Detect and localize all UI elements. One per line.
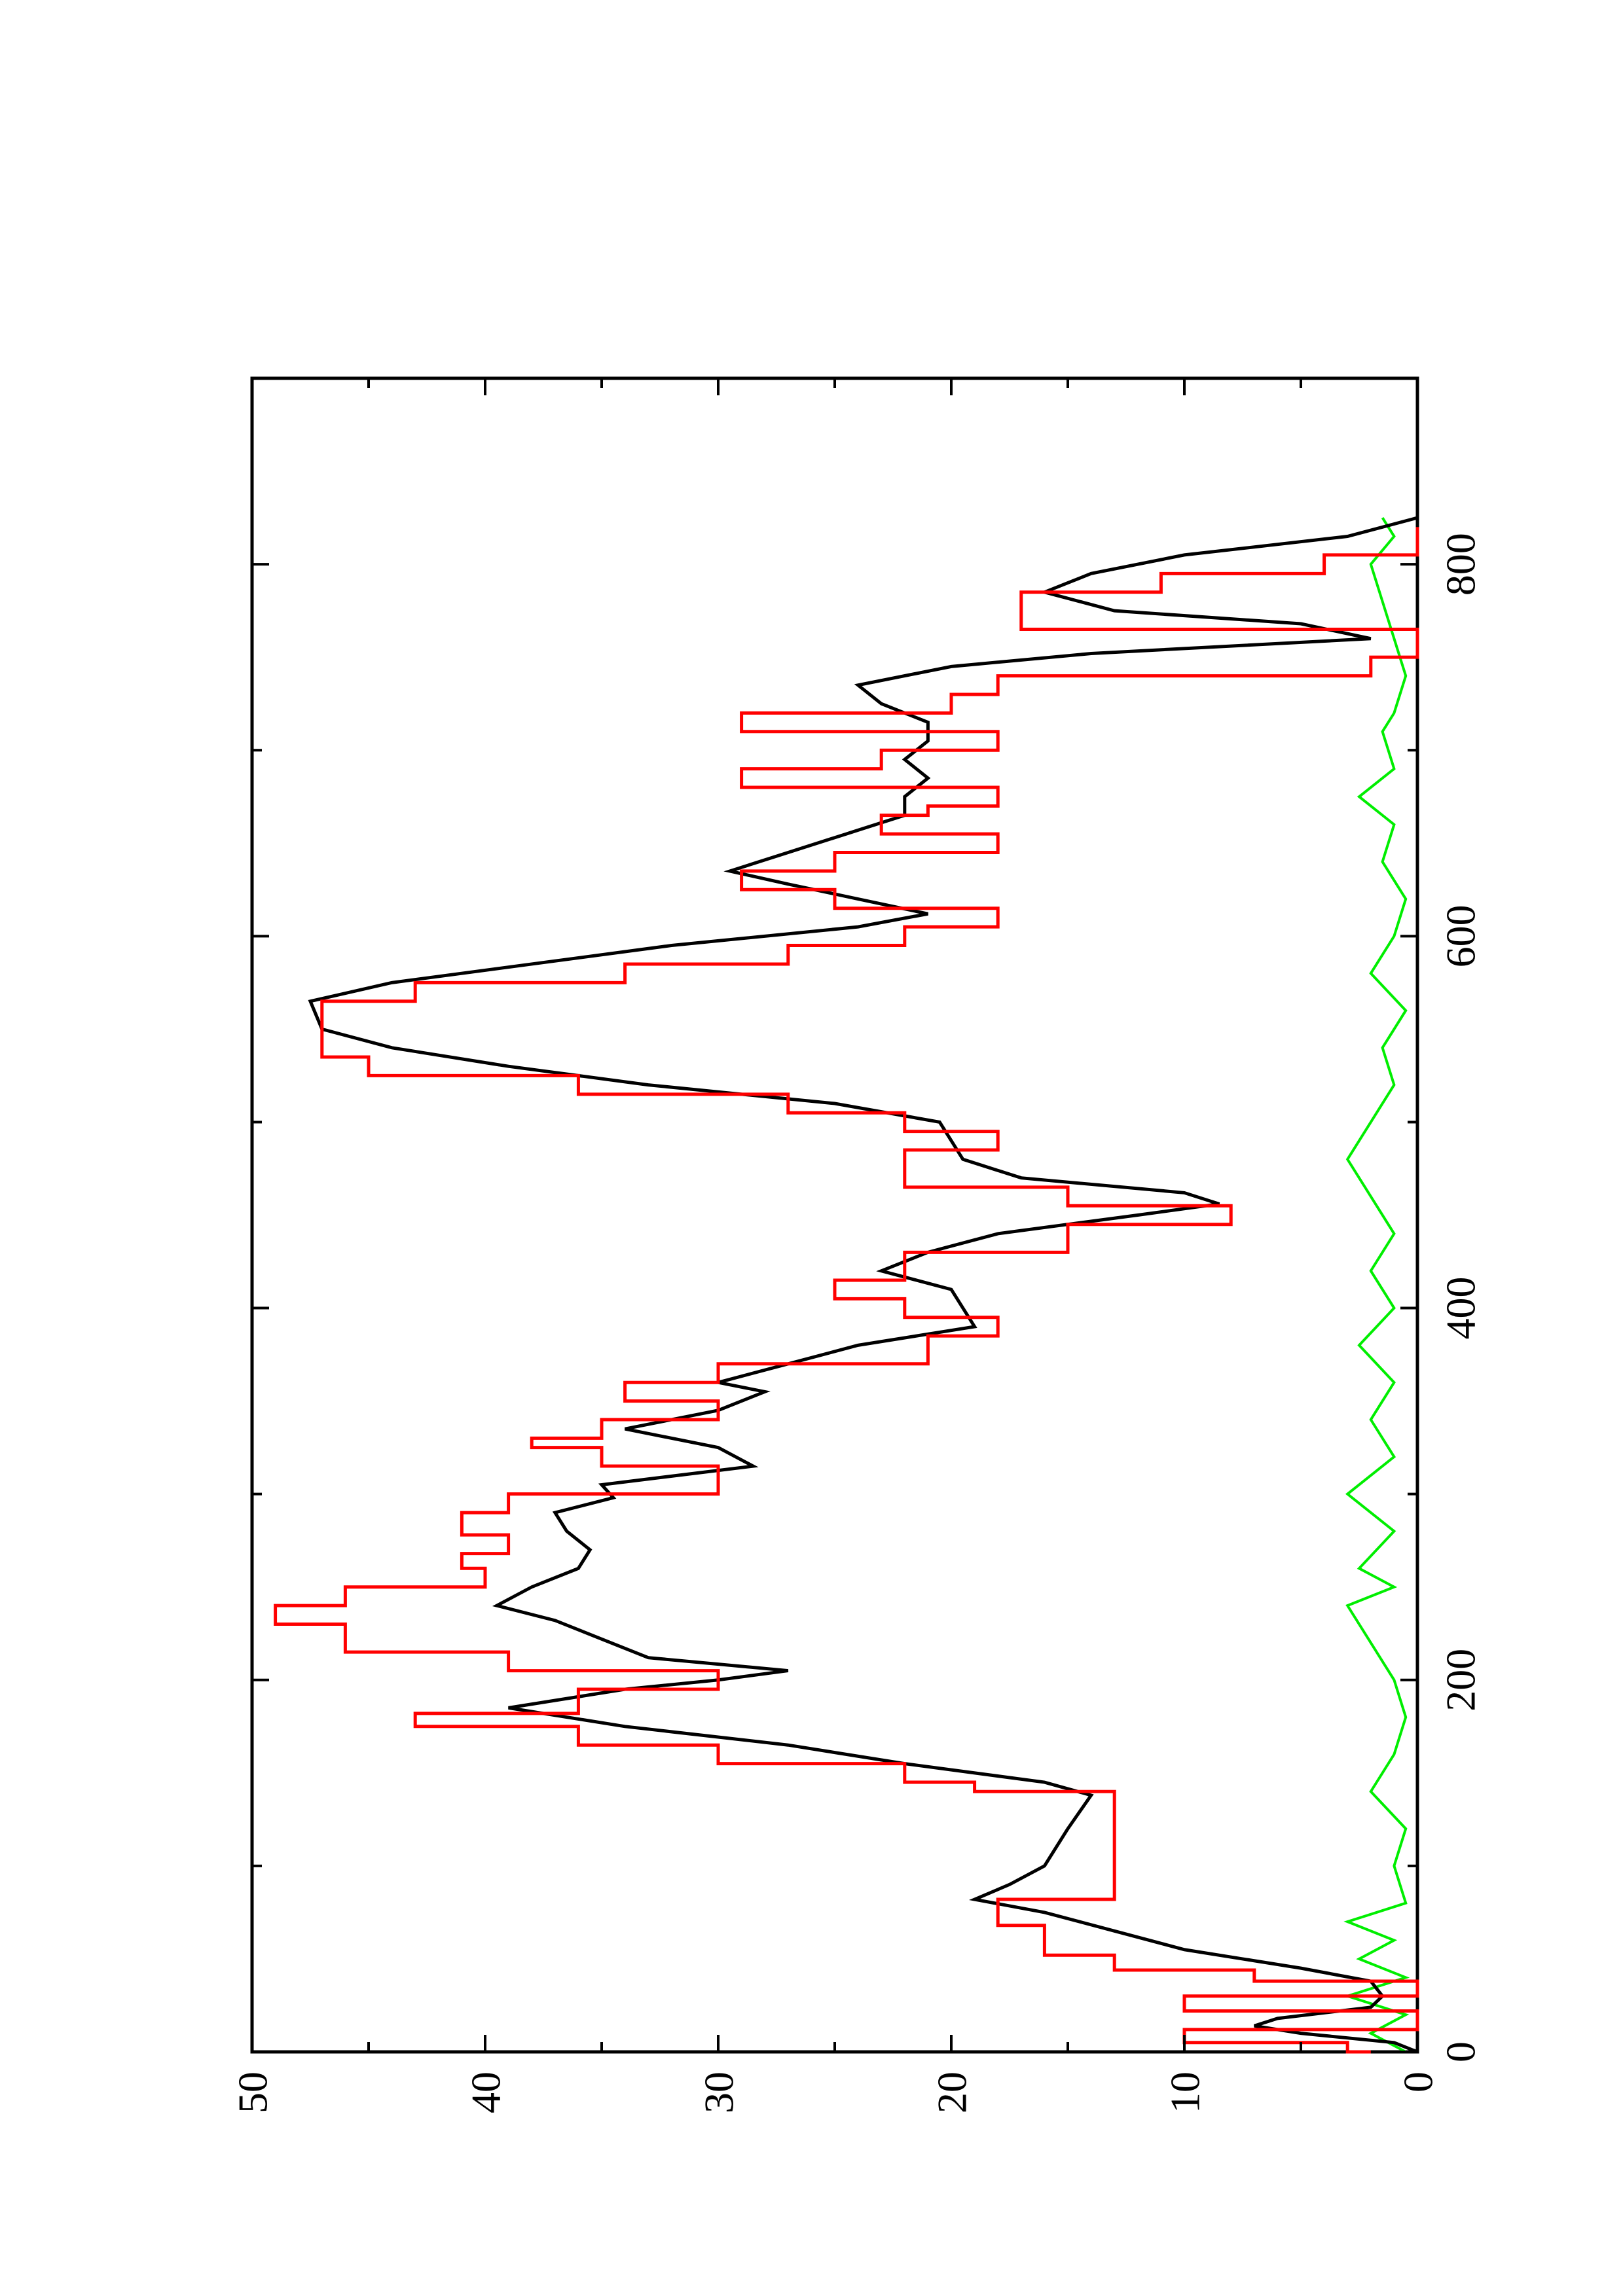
series-line (1343, 517, 1410, 2053)
y-tick-label: 20 (928, 2072, 975, 2113)
x-tick-label: 400 (1437, 1277, 1484, 1340)
series-line (308, 516, 1418, 2054)
y-tick-label: 50 (229, 2072, 276, 2113)
x-tick-label: 200 (1437, 1649, 1484, 1712)
x-tick-label: 800 (1437, 533, 1484, 596)
y-tick-label: 40 (462, 2072, 509, 2113)
y-tick-label: 10 (1161, 2072, 1208, 2113)
y-tick-label: 30 (695, 2072, 742, 2113)
x-tick-label: 600 (1437, 905, 1484, 967)
y-tick-label: 0 (1395, 2072, 1441, 2092)
x-tick-label: 0 (1437, 2041, 1484, 2062)
series-line (274, 527, 1419, 2054)
tick-layer: 0 200 400 600 800 0 10 20 30 40 50 (229, 378, 1484, 2113)
series-layer (274, 516, 1419, 2054)
